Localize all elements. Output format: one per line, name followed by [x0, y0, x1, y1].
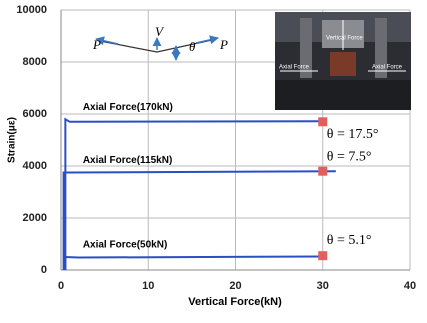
marker [318, 251, 328, 261]
diagram-label: P [219, 37, 228, 52]
x-tick-label: 0 [58, 280, 64, 292]
x-tick-label: 40 [404, 280, 416, 292]
photo-inset [275, 12, 411, 110]
y-tick-label: 4000 [23, 160, 47, 172]
y-tick-label: 0 [41, 264, 47, 276]
series-line [62, 170, 336, 270]
angle-label: θ = 5.1° [327, 233, 372, 248]
marker [318, 117, 328, 127]
y-tick-label: 2000 [23, 212, 47, 224]
y-tick-label: 6000 [23, 108, 47, 120]
angle-label: θ = 17.5° [327, 127, 379, 142]
x-tick-label: 10 [142, 280, 154, 292]
photo-label: Axial Force [279, 65, 310, 71]
diagram-label: P [92, 37, 101, 52]
series-label: Axial Force(50kN) [83, 240, 167, 251]
marker [318, 166, 328, 176]
plot-layer [60, 9, 411, 271]
y-tick-label: 8000 [23, 56, 47, 68]
diagram-label: V [155, 24, 165, 39]
diagram-label: θ [189, 39, 196, 54]
force-diagram [95, 35, 219, 61]
series-line [64, 117, 323, 270]
x-tick-label: 20 [229, 280, 241, 292]
x-tick-label: 30 [317, 280, 329, 292]
series-line [64, 255, 323, 270]
series-label: Axial Force(115kN) [83, 155, 173, 166]
photo-label: Vertical Force [326, 36, 363, 42]
photo-label: Axial Force [372, 65, 403, 71]
y-axis-label: Strain(με) [7, 117, 18, 163]
angle-label: θ = 7.5° [327, 150, 372, 165]
y-tick-label: 10000 [16, 4, 47, 16]
x-axis-label: Vertical Force(kN) [188, 296, 282, 308]
series-label: Axial Force(170kN) [83, 102, 173, 113]
